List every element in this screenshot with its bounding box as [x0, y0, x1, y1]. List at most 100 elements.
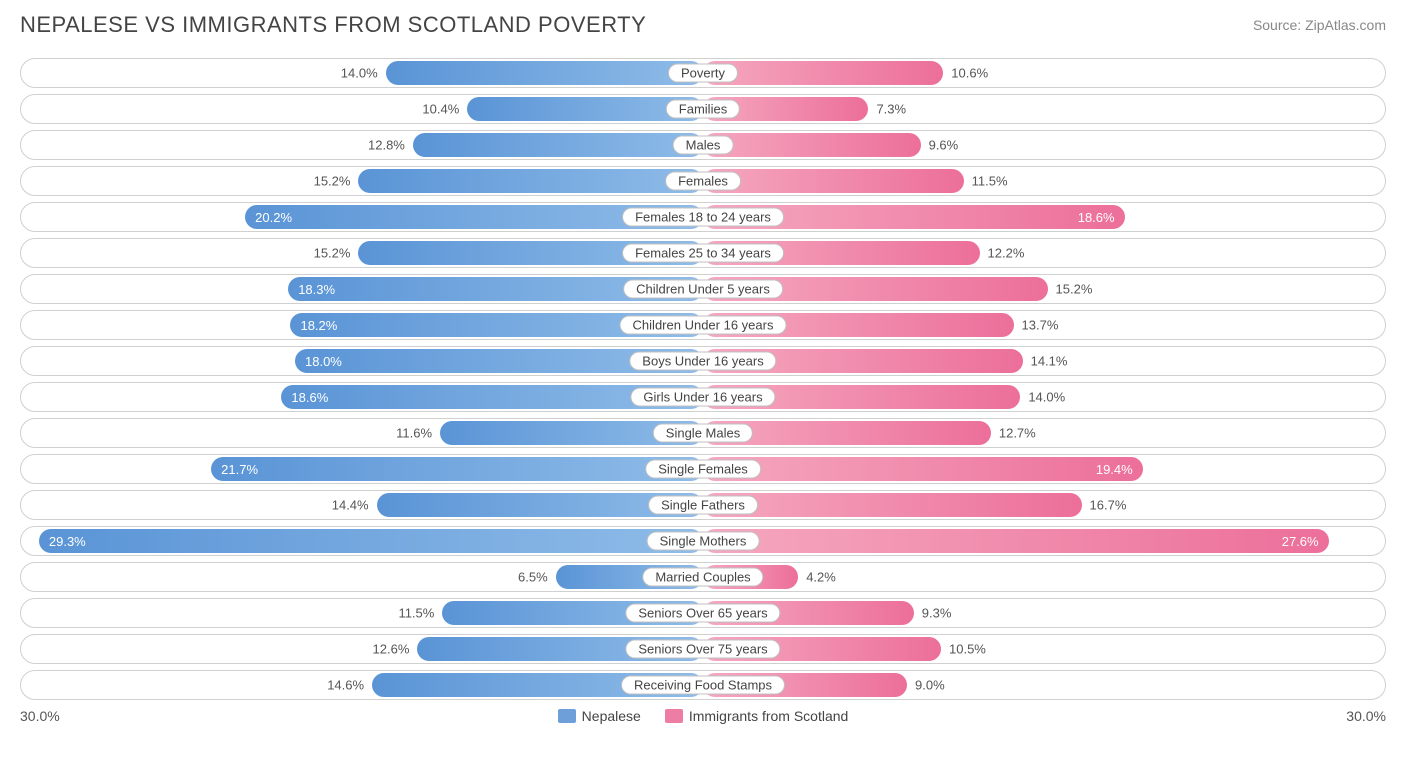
bar-left-track: 14.4%: [23, 493, 703, 517]
legend-item: Immigrants from Scotland: [665, 708, 849, 724]
bar-left-track: 18.3%: [23, 277, 703, 301]
chart-row: 12.6% 10.5% Seniors Over 75 years: [20, 634, 1386, 664]
category-label: Poverty: [668, 64, 738, 83]
bar-left: 21.7%: [211, 457, 703, 481]
bar-right-track: 10.6%: [703, 61, 1383, 85]
category-label: Boys Under 16 years: [629, 352, 776, 371]
bar-right-track: 12.7%: [703, 421, 1383, 445]
bar-right: [703, 493, 1082, 517]
bar-right: [703, 61, 943, 85]
bar-right-track: 19.4%: [703, 457, 1383, 481]
header: NEPALESE VS IMMIGRANTS FROM SCOTLAND POV…: [20, 12, 1386, 38]
value-right: 9.3%: [922, 606, 952, 621]
value-left: 18.0%: [295, 354, 352, 369]
bar-right-track: 4.2%: [703, 565, 1383, 589]
chart-footer: 30.0% NepaleseImmigrants from Scotland 3…: [20, 708, 1386, 724]
chart-row: 18.0% 14.1% Boys Under 16 years: [20, 346, 1386, 376]
bar-left-track: 11.5%: [23, 601, 703, 625]
bar-right-track: 7.3%: [703, 97, 1383, 121]
chart-row: 11.5%9.3%Seniors Over 65 years: [20, 598, 1386, 628]
value-right: 7.3%: [876, 102, 906, 117]
bar-right-track: 16.7%: [703, 493, 1383, 517]
value-right: 14.1%: [1031, 354, 1068, 369]
chart-row: 18.2% 13.7% Children Under 16 years: [20, 310, 1386, 340]
category-label: Seniors Over 75 years: [625, 640, 780, 659]
legend-label: Immigrants from Scotland: [689, 708, 849, 724]
value-left: 11.5%: [398, 606, 434, 621]
chart-row: 21.7% 19.4% Single Females: [20, 454, 1386, 484]
value-left: 14.4%: [332, 498, 369, 513]
value-left: 29.3%: [39, 534, 96, 549]
bar-right-track: 11.5%: [703, 169, 1383, 193]
category-label: Receiving Food Stamps: [621, 676, 785, 695]
bar-left-track: 10.4%: [23, 97, 703, 121]
value-left: 21.7%: [211, 462, 268, 477]
category-label: Children Under 16 years: [620, 316, 787, 335]
bar-left-track: 12.6%: [23, 637, 703, 661]
value-right: 10.5%: [949, 642, 986, 657]
axis-max-left: 30.0%: [20, 708, 60, 724]
bar-right-track: 9.0%: [703, 673, 1383, 697]
value-right: 15.2%: [1056, 282, 1093, 297]
value-left: 6.5%: [518, 570, 548, 585]
chart-row: 18.3% 15.2% Children Under 5 years: [20, 274, 1386, 304]
value-left: 12.8%: [368, 138, 405, 153]
value-right: 12.7%: [999, 426, 1036, 441]
value-right: 4.2%: [806, 570, 836, 585]
legend-swatch: [558, 709, 576, 723]
bar-right-track: 14.0%: [703, 385, 1383, 409]
legend: NepaleseImmigrants from Scotland: [558, 708, 849, 724]
bar-left-track: 12.8%: [23, 133, 703, 157]
value-left: 20.2%: [245, 210, 302, 225]
value-right: 18.6%: [1068, 210, 1125, 225]
bar-right: [703, 133, 921, 157]
bar-right-track: 15.2%: [703, 277, 1383, 301]
category-label: Single Fathers: [648, 496, 758, 515]
chart-row: 15.2%12.2%Females 25 to 34 years: [20, 238, 1386, 268]
category-label: Children Under 5 years: [623, 280, 783, 299]
value-right: 19.4%: [1086, 462, 1143, 477]
bar-right-track: 27.6%: [703, 529, 1383, 553]
category-label: Girls Under 16 years: [630, 388, 775, 407]
bar-left: 29.3%: [39, 529, 703, 553]
chart-row: 10.4%7.3%Families: [20, 94, 1386, 124]
value-left: 10.4%: [422, 102, 459, 117]
chart-row: 14.0%10.6%Poverty: [20, 58, 1386, 88]
chart-row: 12.8%9.6%Males: [20, 130, 1386, 160]
value-left: 15.2%: [314, 246, 351, 261]
chart-row: 20.2% 18.6% Females 18 to 24 years: [20, 202, 1386, 232]
bar-left-track: 11.6%: [23, 421, 703, 445]
chart-title: NEPALESE VS IMMIGRANTS FROM SCOTLAND POV…: [20, 12, 646, 38]
value-left: 14.6%: [327, 678, 364, 693]
value-right: 13.7%: [1022, 318, 1059, 333]
value-left: 18.2%: [290, 318, 347, 333]
bar-left: [413, 133, 703, 157]
value-right: 9.6%: [929, 138, 959, 153]
bar-left: [386, 61, 703, 85]
bar-left-track: 18.6%: [23, 385, 703, 409]
chart-row: 18.6%14.0%Girls Under 16 years: [20, 382, 1386, 412]
bar-right-track: 10.5%: [703, 637, 1383, 661]
bar-right-track: 9.6%: [703, 133, 1383, 157]
source-label: Source: ZipAtlas.com: [1253, 17, 1386, 33]
bar-right: [703, 169, 964, 193]
category-label: Single Mothers: [647, 532, 760, 551]
bar-left-track: 14.0%: [23, 61, 703, 85]
bar-left-track: 21.7%: [23, 457, 703, 481]
category-label: Females: [665, 172, 741, 191]
chart-row: 14.6% 9.0% Receiving Food Stamps: [20, 670, 1386, 700]
bar-right-track: 9.3%: [703, 601, 1383, 625]
bar-left-track: 18.0%: [23, 349, 703, 373]
bar-left-track: 6.5%: [23, 565, 703, 589]
category-label: Single Females: [645, 460, 761, 479]
value-right: 27.6%: [1272, 534, 1329, 549]
bar-left-track: 20.2%: [23, 205, 703, 229]
category-label: Females 18 to 24 years: [622, 208, 784, 227]
chart-row: 14.4% 16.7%Single Fathers: [20, 490, 1386, 520]
bar-right-track: 18.6%: [703, 205, 1383, 229]
value-left: 12.6%: [373, 642, 410, 657]
value-right: 9.0%: [915, 678, 945, 693]
bar-left-track: 18.2%: [23, 313, 703, 337]
value-right: 11.5%: [972, 174, 1008, 189]
value-left: 11.6%: [396, 426, 432, 441]
